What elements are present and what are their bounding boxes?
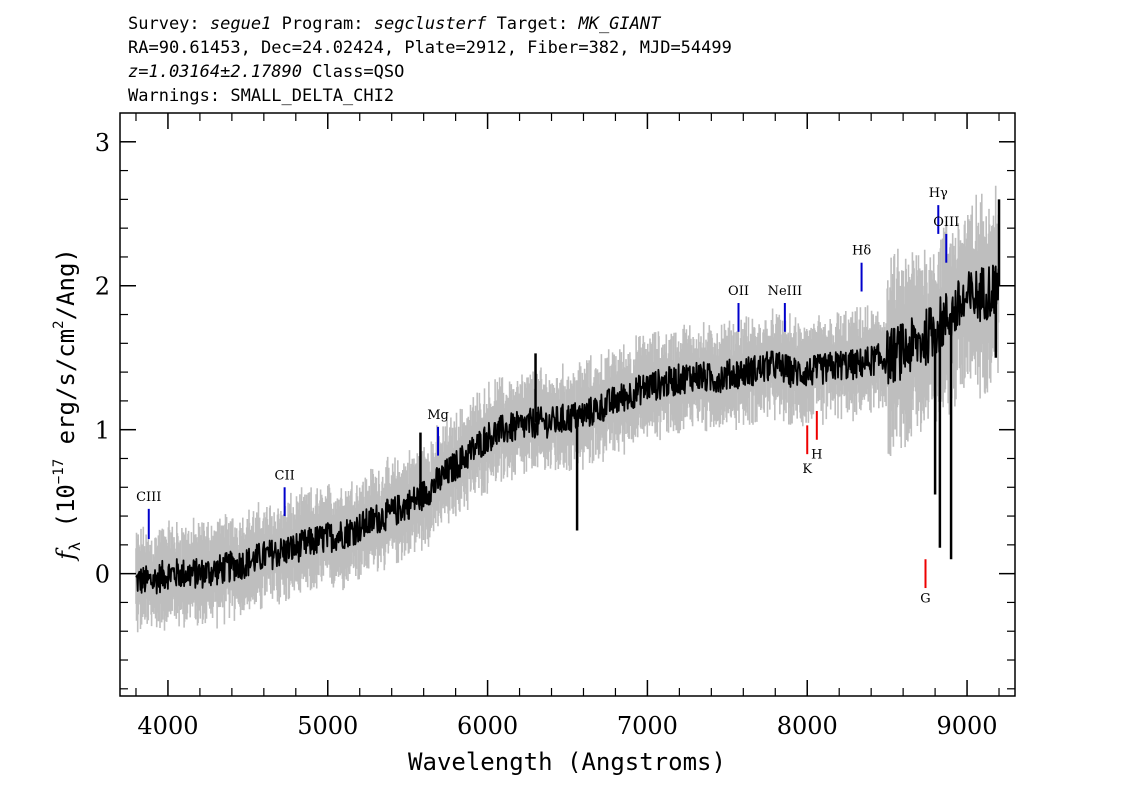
header-line-coords: RA=90.61453, Dec=24.02424, Plate=2912, F…: [128, 38, 732, 58]
x-tick-label: 7000: [617, 712, 678, 740]
program-value: segclusterf: [374, 14, 487, 34]
emission-line-label: CIII: [136, 490, 161, 505]
survey-value: segue1: [210, 14, 271, 34]
header-line-redshift: z=1.03164±2.17890 Class=QSO: [128, 62, 404, 82]
x-tick-label: 9000: [937, 712, 998, 740]
y-tick-label: 1: [95, 417, 110, 445]
emission-line-label: Mg: [427, 408, 449, 423]
emission-line-label: OIII: [933, 215, 959, 230]
absorption-line-label: K: [802, 462, 812, 477]
emission-line-label: CII: [275, 468, 295, 483]
x-axis-label: Wavelength (Angstroms): [408, 748, 726, 776]
y-tick-label: 3: [95, 129, 110, 157]
y-axis-label: fλ (10−17 erg/s/cm2/Ang): [41, 248, 86, 562]
y-tick-label: 0: [95, 561, 110, 589]
x-tick-label: 5000: [297, 712, 358, 740]
x-tick-label: 4000: [137, 712, 198, 740]
flux-series-line: [135, 264, 1000, 595]
plot-frame: [119, 112, 1016, 697]
emission-line-label: OII: [728, 284, 749, 299]
ticks-layer: 4000 5000 6000 7000 8000 9000 0 1 2 3: [95, 113, 1015, 740]
emission-line-label: NeIII: [768, 284, 802, 299]
absorption-line-label: G: [920, 591, 930, 606]
y-tick-label: 2: [95, 273, 110, 301]
redshift-value: z=1.03164±2.17890: [128, 62, 302, 82]
header-line-survey: Survey: segue1 Program: segclusterf Targ…: [128, 14, 662, 34]
emission-line-label: Hδ: [852, 244, 871, 259]
emission-line-label: Hγ: [929, 186, 948, 201]
absorption-line-label: H: [811, 447, 822, 462]
class-value: Class=QSO: [312, 62, 404, 82]
x-tick-label: 8000: [777, 712, 838, 740]
header-line-warnings: Warnings: SMALL_DELTA_CHI2: [128, 86, 394, 106]
line-markers-layer: CIII CII Mg OII NeIII Hδ Hγ OIII KH G: [136, 186, 959, 606]
flux-layer: [135, 199, 1001, 595]
target-value: MK_GIANT: [577, 14, 662, 34]
x-tick-label: 6000: [457, 712, 518, 740]
